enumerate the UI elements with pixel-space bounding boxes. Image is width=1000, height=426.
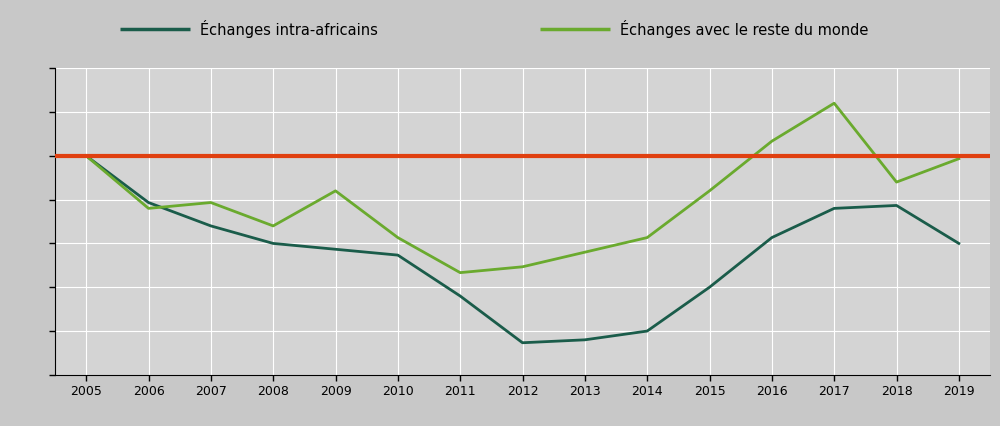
Text: Échanges intra-africains: Échanges intra-africains <box>200 20 378 38</box>
Text: Échanges avec le reste du monde: Échanges avec le reste du monde <box>620 20 868 38</box>
